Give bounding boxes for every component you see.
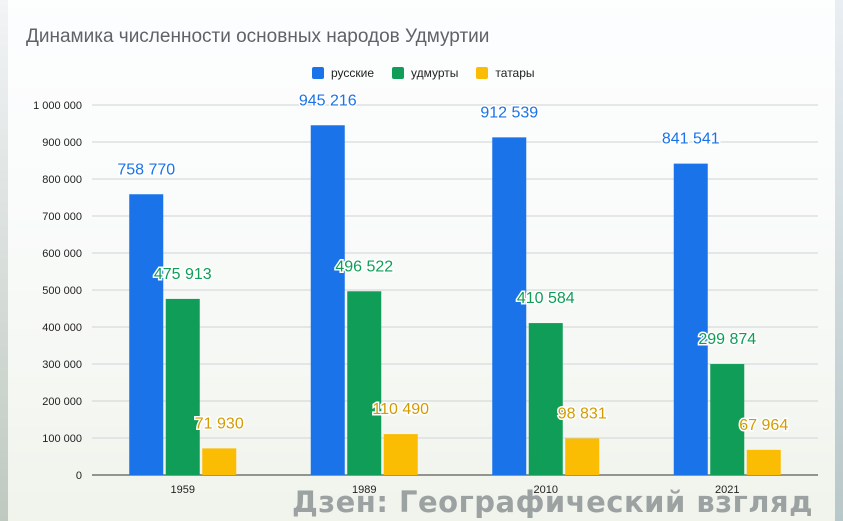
data-label: 841 541 [662,131,720,148]
bar [565,438,600,475]
bar [165,298,200,475]
bar [746,449,781,475]
x-tick-label: 1989 [352,484,376,496]
data-label: 758 770 [117,161,175,178]
watermark: Дзен: Географический взгляд [291,485,813,519]
bar [528,323,563,475]
bar [310,125,345,475]
legend-swatch-russians [312,67,324,79]
y-tick-label: 200 000 [42,396,82,408]
data-label: 912 539 [480,104,538,121]
x-tick-label: 1959 [171,484,195,496]
y-tick-label: 300 000 [42,359,82,371]
background-photo-right [835,0,843,521]
y-tick-label: 400 000 [42,322,82,334]
y-tick-label: 1 000 000 [33,100,82,112]
bar [710,364,745,475]
legend-item-udmurts: удмурты [392,66,458,80]
data-label: 67 964 [739,417,788,434]
bar [492,137,527,475]
legend-swatch-tatars [476,67,489,79]
data-label: 496 522 [335,258,393,275]
y-tick-label: 700 000 [42,211,82,223]
y-tick-label: 500 000 [42,285,82,297]
bar [129,194,164,475]
legend-swatch-udmurts [392,67,405,79]
bar [383,434,418,475]
chart-title: Динамика численности основных народов Уд… [26,26,490,47]
y-tick-label: 600 000 [42,248,82,260]
legend-item-tatars: татары [476,66,535,80]
y-tick-label: 0 [76,470,82,482]
data-label: 945 216 [299,92,357,109]
data-label: 110 490 [372,401,429,418]
data-label: 299 874 [698,331,756,348]
bar [673,163,708,476]
data-label: 71 930 [195,415,244,432]
legend-label-russians: русские [331,66,375,80]
background-photo-left [0,0,8,521]
y-tick-label: 900 000 [42,137,82,149]
data-label: 410 584 [517,290,575,307]
legend-item-russians: русские [312,66,374,80]
data-label: 98 831 [558,405,607,422]
chart-legend: русские удмурты татары [312,66,535,80]
legend-label-tatars: татары [495,66,535,80]
y-tick-label: 100 000 [42,433,82,445]
x-tick-label: 2010 [534,484,558,496]
bar [202,448,237,475]
y-tick-label: 800 000 [42,174,82,186]
legend-label-udmurts: удмурты [411,66,459,80]
data-label: 475 913 [154,266,212,283]
bar [347,291,382,475]
x-tick-label: 2021 [715,484,739,496]
